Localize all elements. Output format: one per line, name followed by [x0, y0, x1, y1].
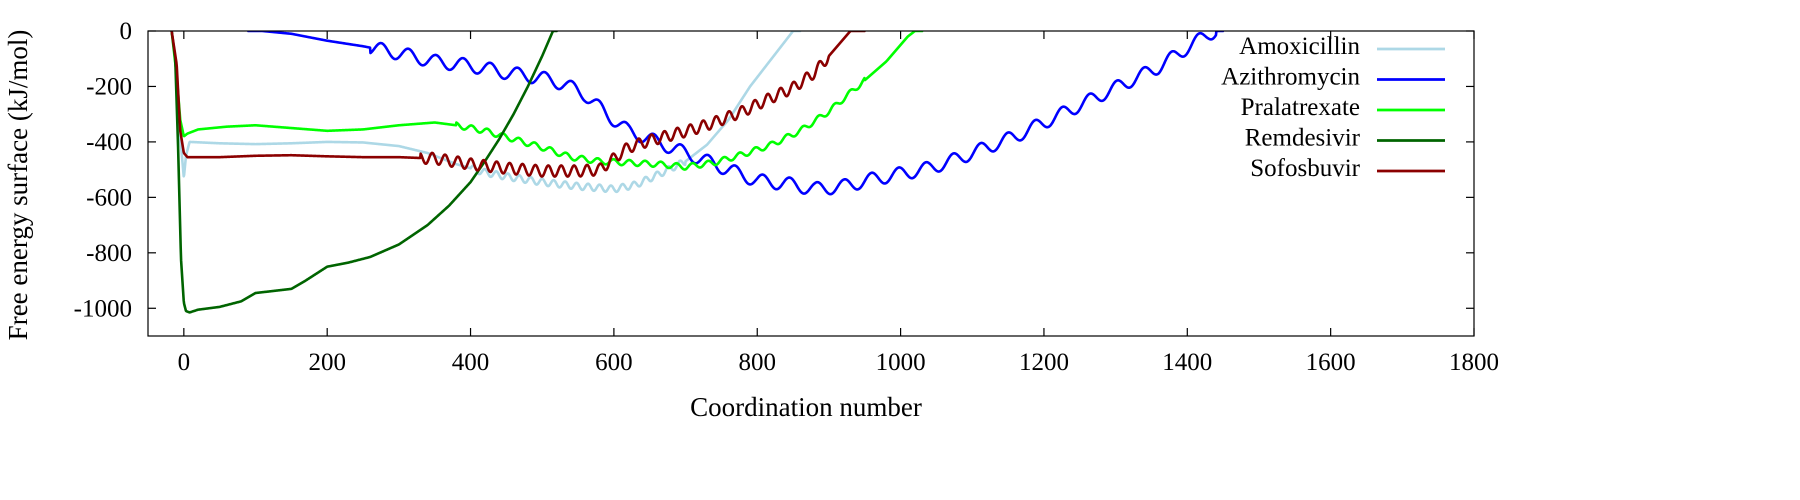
y-tick-label: 0	[120, 18, 133, 45]
x-tick-label: 400	[452, 349, 490, 376]
series-line-remdesivir	[170, 31, 558, 314]
legend-label: Azithromycin	[1221, 64, 1360, 91]
legend-label: Sofosbuvir	[1250, 155, 1360, 182]
legend-label: Amoxicillin	[1239, 33, 1360, 60]
series-layer	[170, 31, 1225, 314]
y-axis-title: Free energy surface (kJ/mol)	[3, 30, 33, 341]
x-axis: 0 200 400 600 800 1000 1200 1400 1600 1800	[178, 31, 1499, 376]
y-tick-label: -600	[86, 184, 132, 211]
x-tick-label: 600	[595, 349, 633, 376]
plot-frame	[147, 30, 1475, 337]
legend-label: Remdesivir	[1245, 125, 1361, 152]
x-tick-label: 1600	[1306, 349, 1356, 376]
x-tick-label: 0	[178, 349, 191, 376]
legend-label: Pralatrexate	[1241, 94, 1360, 121]
x-axis-title: Coordination number	[690, 392, 922, 422]
legend: Amoxicillin Azithromycin Pralatrexate Remde…	[1221, 33, 1445, 182]
y-tick-label: -400	[86, 129, 132, 156]
y-tick-label: -1000	[74, 295, 132, 322]
series-line-amoxicillin	[170, 31, 802, 194]
x-tick-label: 800	[738, 349, 776, 376]
x-tick-label: 1000	[876, 349, 926, 376]
y-axis: 0 -200 -400 -600 -800 -1000	[74, 18, 1474, 322]
y-tick-label: -200	[86, 73, 132, 100]
x-tick-label: 200	[308, 349, 346, 376]
x-tick-label: 1200	[1019, 349, 1069, 376]
y-tick-label: -800	[86, 240, 132, 267]
series-line-pralatrexate	[170, 31, 924, 171]
x-tick-label: 1400	[1162, 349, 1212, 376]
series-line-sofosbuvir	[170, 31, 866, 178]
x-tick-label: 1800	[1449, 349, 1499, 376]
series-line-azithromycin	[247, 31, 1225, 196]
